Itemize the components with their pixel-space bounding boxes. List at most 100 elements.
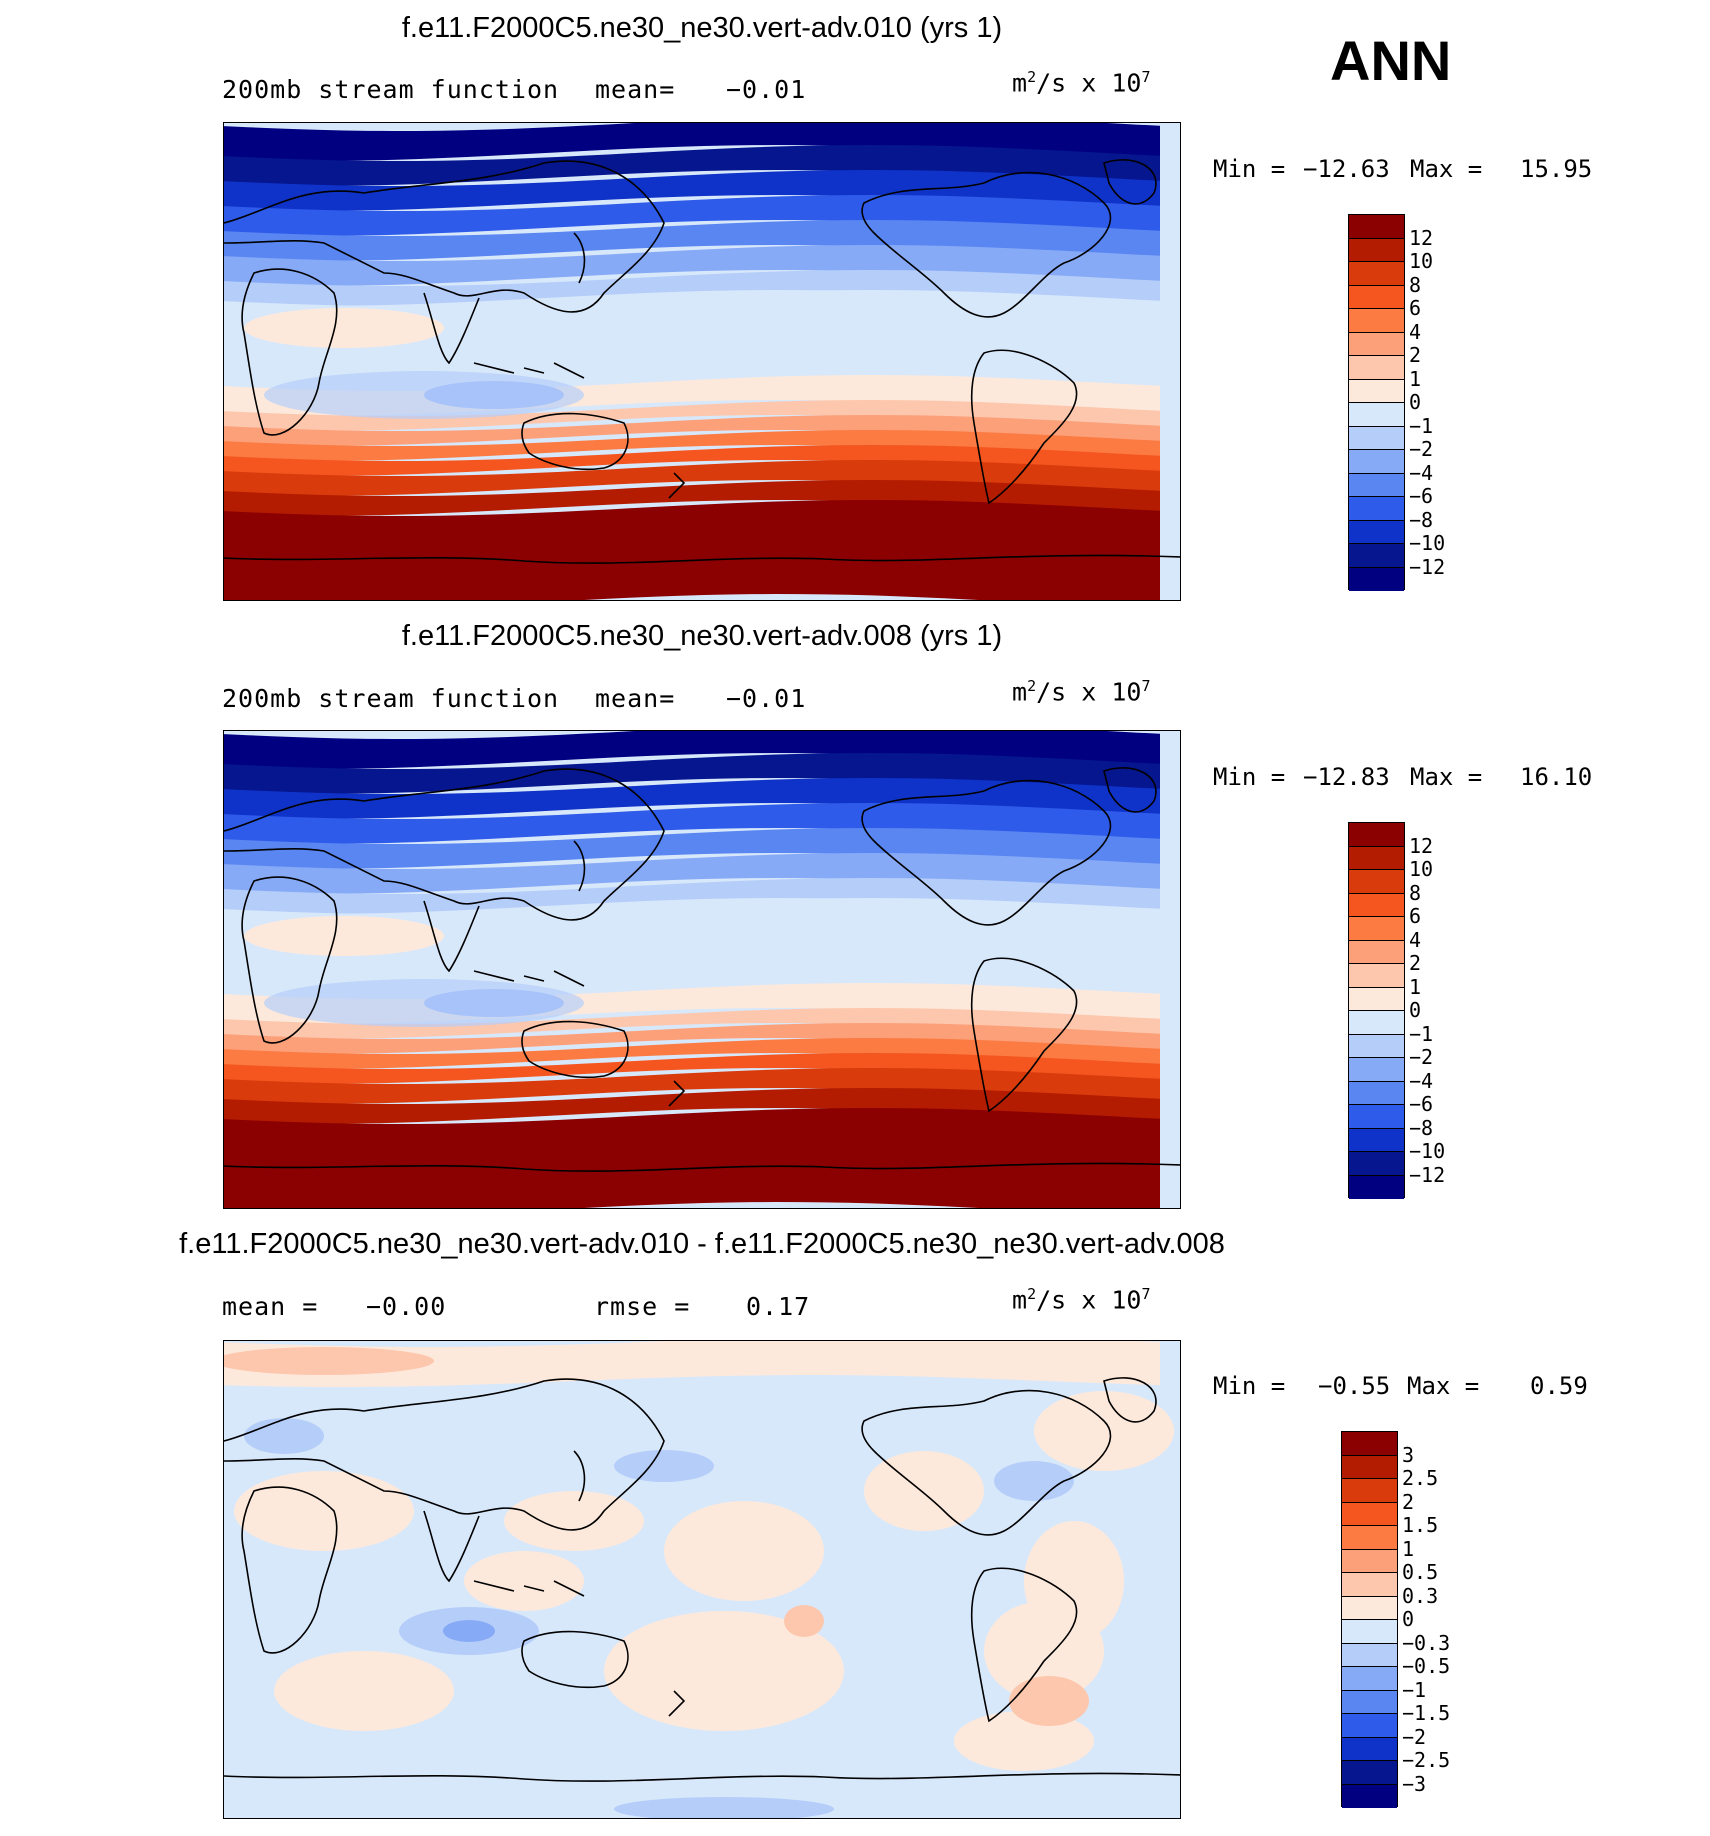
coastline [861, 171, 1112, 318]
coastline [224, 554, 1180, 564]
coastline [241, 876, 338, 1044]
colorbar-tick-label: 0.5 [1402, 1560, 1439, 1584]
colorbar-tick-label: −1 [1409, 1021, 1434, 1046]
colorbar-tick-label: −1.5 [1402, 1701, 1451, 1725]
colorbar-swatch [1349, 309, 1404, 333]
colorbar-swatch [1349, 238, 1404, 262]
coastline [521, 1020, 629, 1079]
panel2-max-label: Max = [1410, 763, 1483, 791]
coastline [224, 1772, 1180, 1782]
colorbar-swatch [1349, 332, 1404, 356]
colorbar-tick-label: 6 [1409, 296, 1422, 320]
colorbar-swatch [1349, 1034, 1404, 1058]
panel2-map [223, 730, 1181, 1209]
colorbar-swatch [1349, 544, 1404, 568]
panel1-max-label: Max = [1410, 155, 1483, 183]
colorbar-swatch [1342, 1549, 1397, 1573]
colorbar-tick-label: −2.5 [1402, 1748, 1451, 1772]
colorbar-swatch [1349, 917, 1404, 941]
panel1-max-value: 15.95 [1520, 155, 1593, 183]
colorbar-swatch [1349, 870, 1404, 894]
coastline [224, 1162, 1180, 1172]
colorbar-swatch [1349, 1081, 1404, 1105]
colorbar-tick-label: −12 [1409, 554, 1446, 579]
colorbar-swatch [1342, 1690, 1397, 1714]
coastline [423, 900, 480, 973]
colorbar-swatch [1349, 964, 1404, 988]
colorbar-tick-label: 1.5 [1402, 1513, 1439, 1537]
panel2-title: f.e11.F2000C5.ne30_ne30.vert-adv.008 (yr… [401, 620, 1003, 652]
panel3-max-label: Max = [1407, 1372, 1480, 1400]
coastline [573, 232, 586, 284]
coastline [1103, 1377, 1157, 1423]
panel1-units: m2/s x 107 [1012, 68, 1151, 98]
colorbar-tick-label: −4 [1409, 1068, 1434, 1093]
colorbar-swatch [1342, 1502, 1397, 1526]
coastline [423, 1510, 480, 1583]
colorbar-swatch [1349, 215, 1404, 239]
panel2-max-value: 16.10 [1520, 763, 1593, 791]
stream-function-field [224, 123, 1180, 600]
colorbar-tick-label: 4 [1409, 319, 1422, 344]
colorbar-swatch [1342, 1455, 1397, 1479]
colorbar-swatch [1349, 403, 1404, 427]
colorbar-swatch [1349, 823, 1404, 847]
colorbar-tick-label: 0.3 [1402, 1583, 1439, 1608]
panel3-title: f.e11.F2000C5.ne30_ne30.vert-adv.010 - f… [179, 1228, 1225, 1260]
panel3-mean-value: −0.00 [366, 1292, 447, 1321]
coastline [861, 1389, 1112, 1536]
colorbar-tick-label: −6 [1409, 1092, 1434, 1116]
colorbar-tick-label: 4 [1409, 927, 1422, 952]
colorbar-tick-label: 8 [1409, 272, 1422, 297]
colorbar-swatch [1342, 1714, 1397, 1738]
colorbar-swatch [1349, 379, 1404, 403]
colorbar-swatch [1342, 1737, 1397, 1761]
colorbar-tick-label: 0 [1409, 998, 1422, 1022]
coastline [668, 1690, 686, 1717]
difference-field [224, 1341, 1180, 1818]
colorbar-tick-label: 2 [1402, 1489, 1415, 1514]
colorbar-tick-label: −2 [1409, 1045, 1434, 1069]
colorbar-tick-label: −2 [1402, 1724, 1427, 1749]
colorbar-swatch [1349, 1175, 1404, 1199]
colorbar-swatch [1349, 940, 1404, 964]
coastline [224, 1378, 665, 1531]
colorbar-swatch [1349, 450, 1404, 474]
colorbar-swatch [1342, 1526, 1397, 1550]
panel1-map [223, 122, 1181, 601]
colorbar-box [1341, 1431, 1398, 1808]
coastline [521, 412, 629, 471]
panel2-min-value: −12.83 [1303, 763, 1390, 791]
colorbar-swatch [1349, 1058, 1404, 1082]
colorbar-swatch [1349, 987, 1404, 1011]
colorbar-tick-label: −0.5 [1402, 1654, 1451, 1678]
coastline [473, 970, 585, 987]
colorbar-tick-label: −4 [1409, 460, 1434, 485]
panel3-max-value: 0.59 [1530, 1372, 1588, 1400]
colorbar-tick-label: 6 [1409, 904, 1422, 928]
colorbar-swatch [1342, 1573, 1397, 1597]
coastline [861, 779, 1112, 926]
colorbar-swatch [1349, 893, 1404, 917]
coastline [970, 957, 1078, 1113]
stream-function-field [224, 731, 1180, 1208]
coastline [970, 349, 1078, 505]
colorbar-tick-label: −2 [1409, 437, 1434, 461]
colorbar-swatch [1349, 262, 1404, 286]
colorbar-tick-label: 2 [1409, 343, 1422, 367]
panel2-mean-label: mean= [595, 684, 676, 713]
colorbar-tick-label: 10 [1409, 857, 1434, 881]
panel1-subtitle: 200mb stream function [222, 75, 560, 104]
panel3-min-value: −0.55 [1318, 1372, 1391, 1400]
coastline [668, 472, 686, 499]
colorbar-swatch [1349, 426, 1404, 450]
colorbar-box [1348, 822, 1405, 1199]
colorbar-swatch [1342, 1479, 1397, 1503]
colorbar-tick-label: −1 [1402, 1677, 1427, 1702]
colorbar-tick-label: −12 [1409, 1162, 1446, 1187]
colorbar-tick-label: 2 [1409, 951, 1422, 975]
colorbar-tick-label: 12 [1409, 833, 1434, 858]
colorbar-tick-label: 0 [1409, 390, 1422, 414]
colorbar-tick-label: −1 [1409, 413, 1434, 438]
colorbar-swatch [1342, 1784, 1397, 1808]
